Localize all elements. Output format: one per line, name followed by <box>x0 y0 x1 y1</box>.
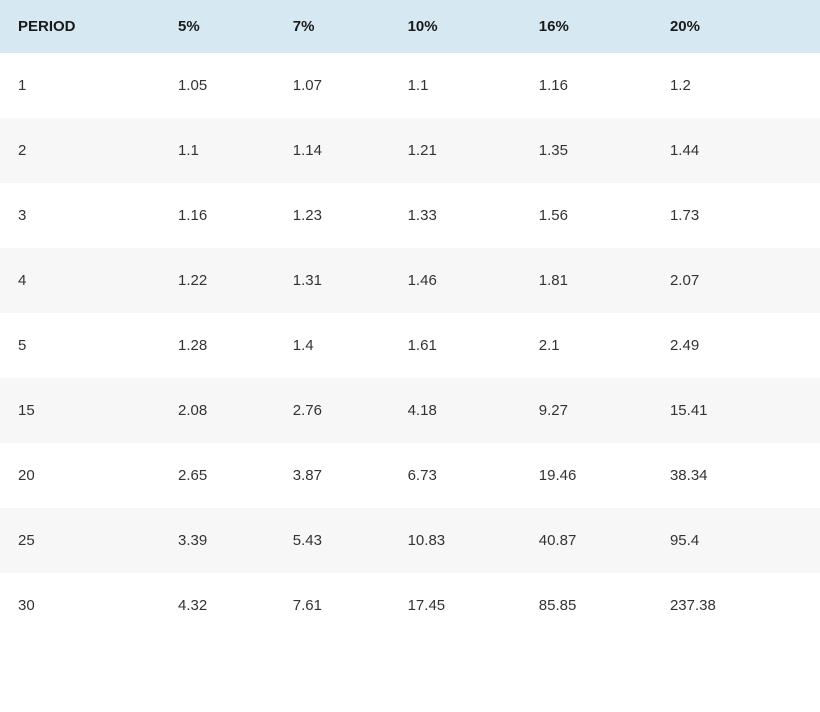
header-20pct: 20% <box>656 0 820 53</box>
header-16pct: 16% <box>525 0 656 53</box>
cell: 1.33 <box>394 183 525 248</box>
cell: 1.21 <box>394 118 525 183</box>
cell: 1.16 <box>164 183 279 248</box>
compound-interest-table: PERIOD 5% 7% 10% 16% 20% 1 1.05 1.07 1.1… <box>0 0 820 638</box>
cell: 2.49 <box>656 313 820 378</box>
table-row: 25 3.39 5.43 10.83 40.87 95.4 <box>0 508 820 573</box>
cell: 1.81 <box>525 248 656 313</box>
cell: 2.08 <box>164 378 279 443</box>
cell: 1.44 <box>656 118 820 183</box>
cell: 1.22 <box>164 248 279 313</box>
cell: 1.35 <box>525 118 656 183</box>
header-7pct: 7% <box>279 0 394 53</box>
cell: 1.1 <box>394 53 525 118</box>
cell: 2.1 <box>525 313 656 378</box>
table-row: 30 4.32 7.61 17.45 85.85 237.38 <box>0 573 820 638</box>
cell: 2.65 <box>164 443 279 508</box>
cell: 1.31 <box>279 248 394 313</box>
cell: 15.41 <box>656 378 820 443</box>
cell: 4.32 <box>164 573 279 638</box>
cell: 3 <box>0 183 164 248</box>
header-period: PERIOD <box>0 0 164 53</box>
cell: 1.23 <box>279 183 394 248</box>
cell: 25 <box>0 508 164 573</box>
cell: 1.56 <box>525 183 656 248</box>
cell: 6.73 <box>394 443 525 508</box>
table-row: 4 1.22 1.31 1.46 1.81 2.07 <box>0 248 820 313</box>
cell: 20 <box>0 443 164 508</box>
table-head: PERIOD 5% 7% 10% 16% 20% <box>0 0 820 53</box>
table-row: 15 2.08 2.76 4.18 9.27 15.41 <box>0 378 820 443</box>
cell: 1 <box>0 53 164 118</box>
table-row: 2 1.1 1.14 1.21 1.35 1.44 <box>0 118 820 183</box>
table-container: PERIOD 5% 7% 10% 16% 20% 1 1.05 1.07 1.1… <box>0 0 820 638</box>
cell: 15 <box>0 378 164 443</box>
cell: 5 <box>0 313 164 378</box>
cell: 1.4 <box>279 313 394 378</box>
cell: 17.45 <box>394 573 525 638</box>
cell: 1.46 <box>394 248 525 313</box>
cell: 9.27 <box>525 378 656 443</box>
cell: 237.38 <box>656 573 820 638</box>
cell: 1.28 <box>164 313 279 378</box>
cell: 85.85 <box>525 573 656 638</box>
header-row: PERIOD 5% 7% 10% 16% 20% <box>0 0 820 53</box>
cell: 2.76 <box>279 378 394 443</box>
cell: 7.61 <box>279 573 394 638</box>
cell: 3.87 <box>279 443 394 508</box>
header-5pct: 5% <box>164 0 279 53</box>
cell: 4 <box>0 248 164 313</box>
cell: 2.07 <box>656 248 820 313</box>
cell: 1.05 <box>164 53 279 118</box>
cell: 38.34 <box>656 443 820 508</box>
cell: 3.39 <box>164 508 279 573</box>
cell: 1.61 <box>394 313 525 378</box>
cell: 2 <box>0 118 164 183</box>
header-10pct: 10% <box>394 0 525 53</box>
table-row: 5 1.28 1.4 1.61 2.1 2.49 <box>0 313 820 378</box>
cell: 1.16 <box>525 53 656 118</box>
cell: 1.14 <box>279 118 394 183</box>
table-row: 3 1.16 1.23 1.33 1.56 1.73 <box>0 183 820 248</box>
table-row: 1 1.05 1.07 1.1 1.16 1.2 <box>0 53 820 118</box>
table-row: 20 2.65 3.87 6.73 19.46 38.34 <box>0 443 820 508</box>
cell: 1.1 <box>164 118 279 183</box>
cell: 95.4 <box>656 508 820 573</box>
cell: 30 <box>0 573 164 638</box>
cell: 19.46 <box>525 443 656 508</box>
cell: 40.87 <box>525 508 656 573</box>
cell: 10.83 <box>394 508 525 573</box>
cell: 1.07 <box>279 53 394 118</box>
cell: 1.2 <box>656 53 820 118</box>
table-body: 1 1.05 1.07 1.1 1.16 1.2 2 1.1 1.14 1.21… <box>0 53 820 638</box>
cell: 1.73 <box>656 183 820 248</box>
cell: 4.18 <box>394 378 525 443</box>
cell: 5.43 <box>279 508 394 573</box>
